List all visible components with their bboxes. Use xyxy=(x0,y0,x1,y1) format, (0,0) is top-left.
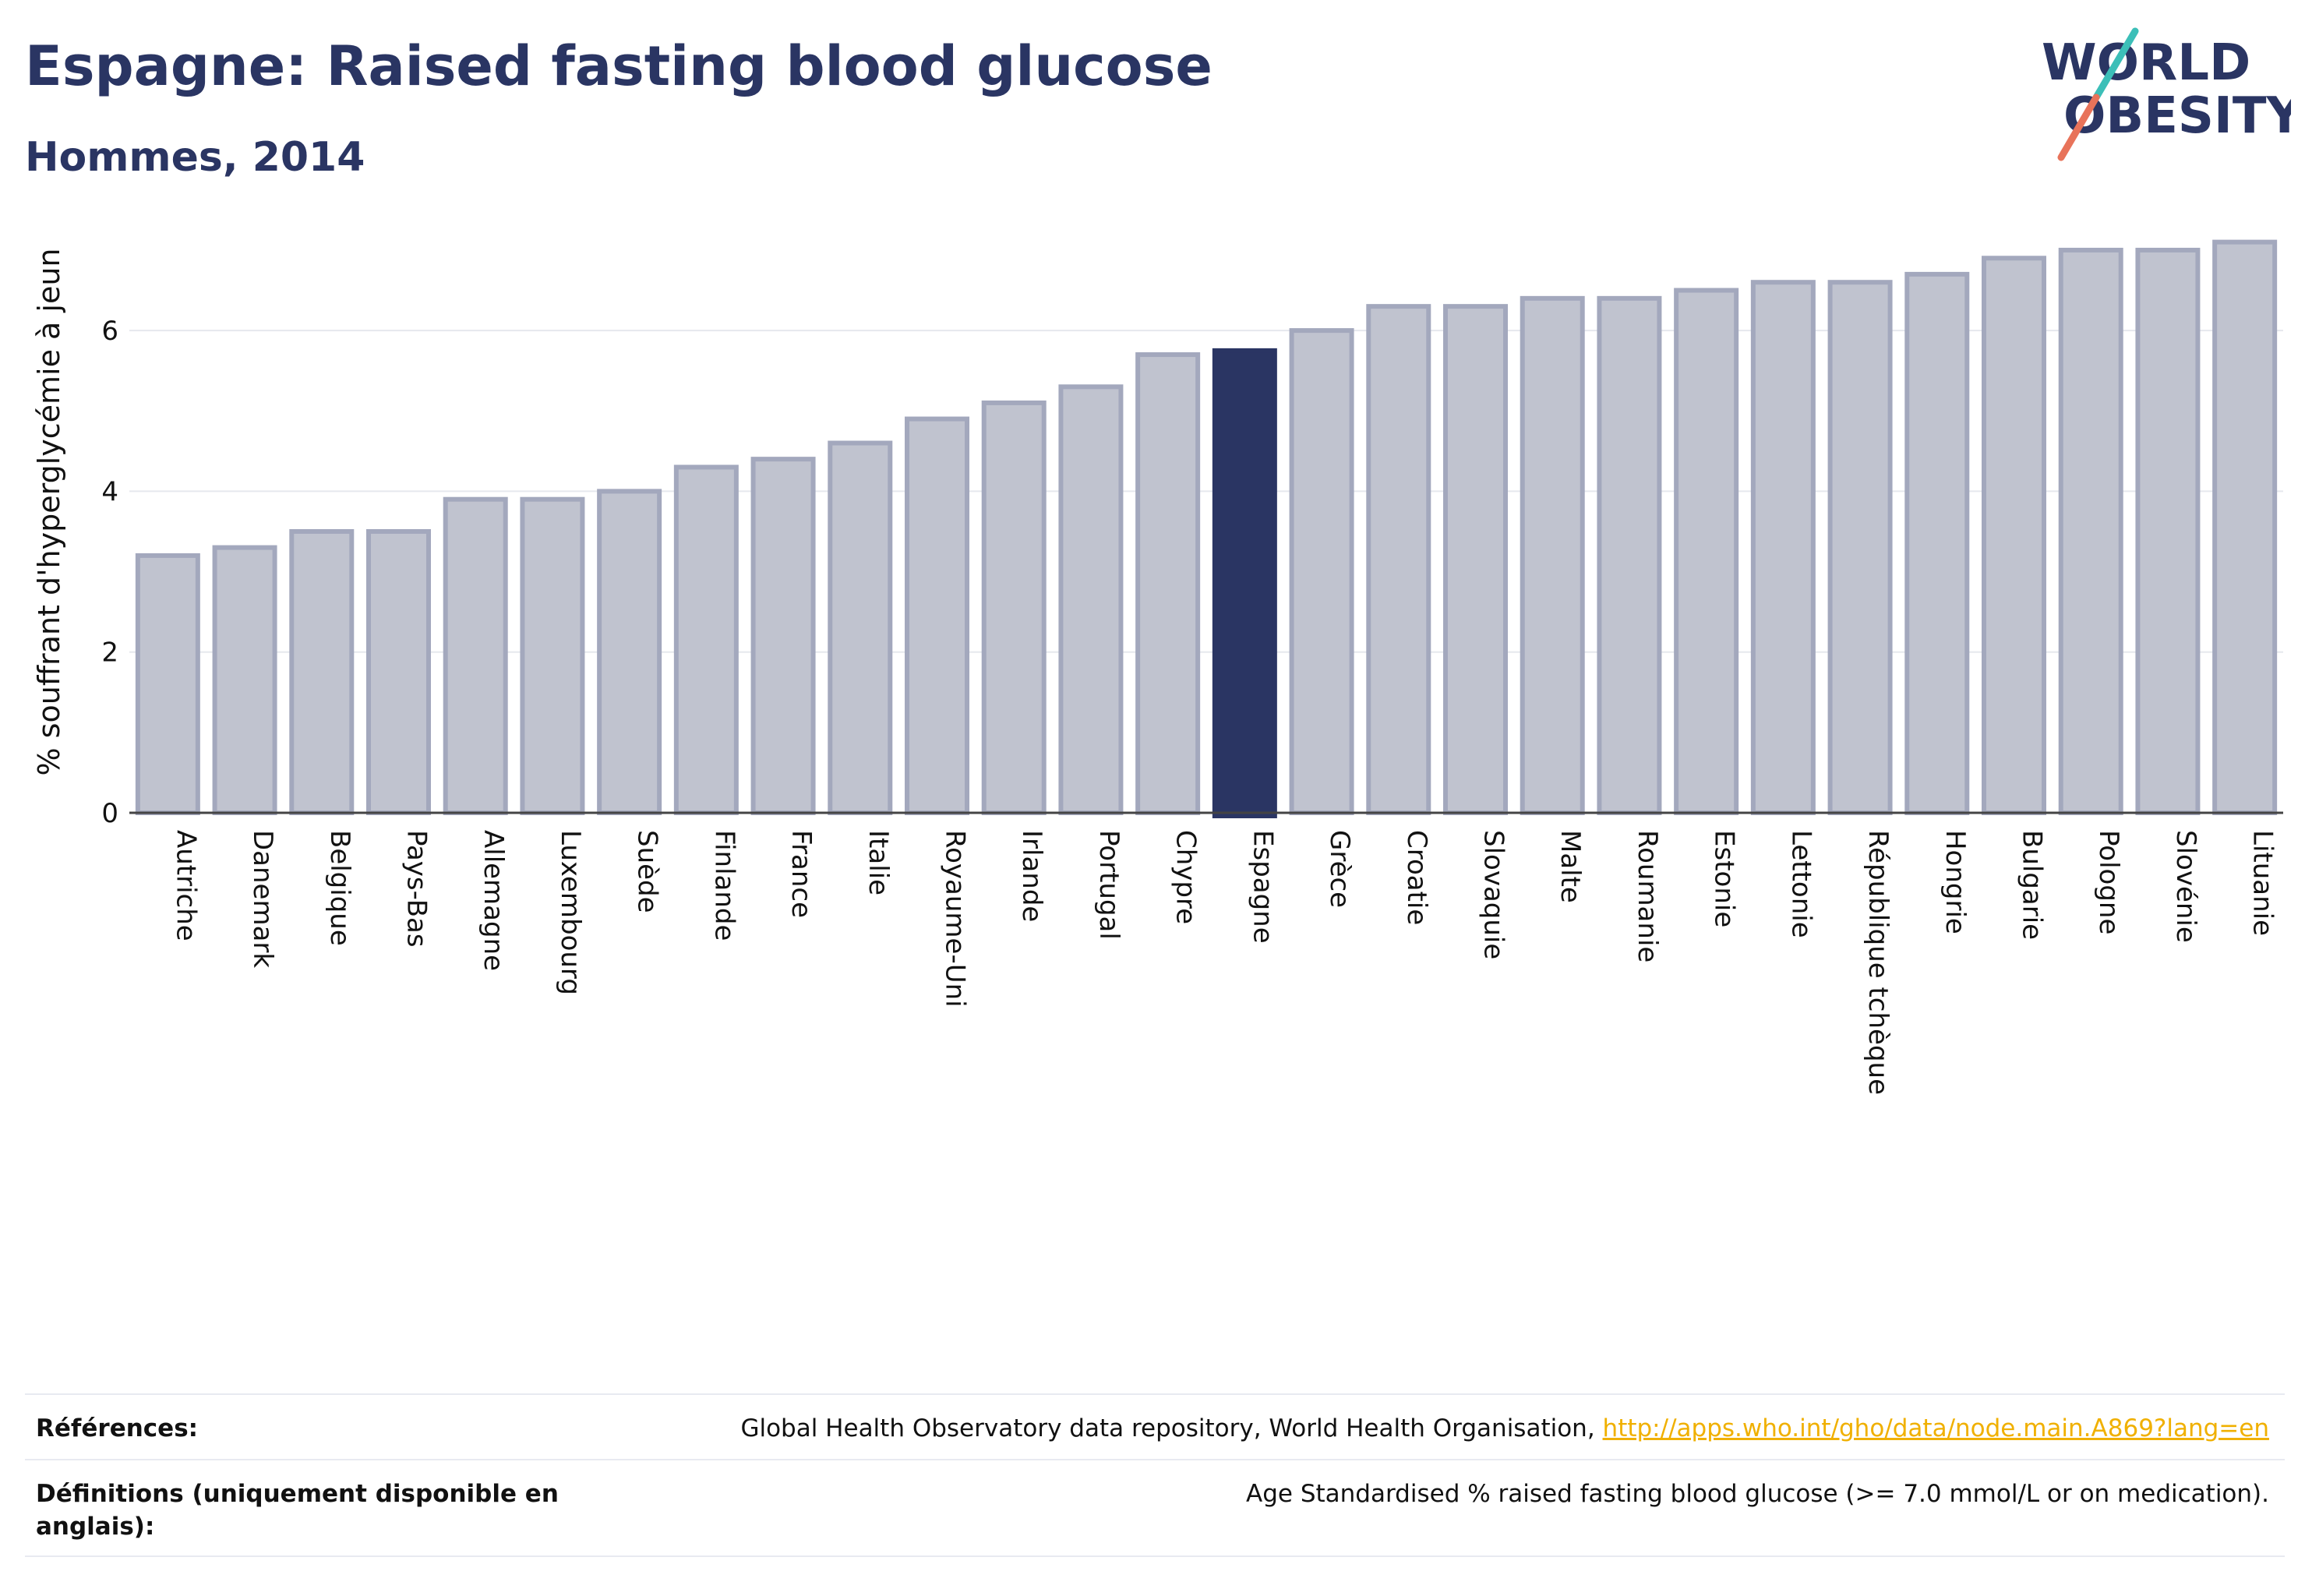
bar-portugal xyxy=(1058,384,1124,815)
bar-estonie xyxy=(1674,288,1739,815)
x-tick-label: Slovaquie xyxy=(1478,830,1509,959)
bar-belgique xyxy=(289,528,355,815)
x-tick-label: Slovénie xyxy=(2170,830,2201,943)
y-tick-label: 0 xyxy=(101,798,118,829)
bar-suède xyxy=(597,489,662,816)
x-tick-label: France xyxy=(785,830,817,918)
y-axis-label: % souffrant d'hyperglycémie à jeun xyxy=(32,248,66,775)
footer-divider-bottom xyxy=(25,1555,2285,1557)
x-tick-label: Italie xyxy=(863,830,894,895)
x-tick-label: Suède xyxy=(632,830,663,913)
x-tick-label: Malte xyxy=(1555,830,1586,903)
chart-title: Espagne: Raised fasting blood glucose xyxy=(25,34,1213,98)
x-tick-label: Luxembourg xyxy=(555,830,586,995)
logo-line2: OBESITY xyxy=(2063,87,2291,145)
bar-royaume-uni xyxy=(905,416,969,815)
x-tick-label: Royaume-Uni xyxy=(940,830,971,1008)
bar-danemark xyxy=(212,545,277,815)
bar-luxembourg xyxy=(520,496,585,815)
x-tick-label: Bulgarie xyxy=(2017,830,2048,940)
references-link[interactable]: http://apps.who.int/gho/data/node.main.A… xyxy=(1602,1414,2269,1442)
x-tick-label: Roumanie xyxy=(1632,830,1663,962)
y-tick-label: 4 xyxy=(101,476,118,507)
x-tick-label: Lituanie xyxy=(2247,830,2279,936)
x-tick-label: Pologne xyxy=(2093,830,2124,934)
x-tick-label: Allemagne xyxy=(478,830,509,971)
bar-croatie xyxy=(1366,304,1431,815)
bar-slovénie xyxy=(2135,247,2201,815)
x-tick-label: Pays-Bas xyxy=(401,830,432,948)
bar-allemagne xyxy=(443,496,508,815)
x-tick-label: Lettonie xyxy=(1785,830,1816,938)
x-tick-label: Danemark xyxy=(247,830,278,968)
x-tick-label: Chypre xyxy=(1170,830,1202,924)
bar-chart: 0 2 4 6 Autriche Danemark Belgique Pays-Bas All… xyxy=(32,239,2283,1095)
x-tick-label: Espagne xyxy=(1247,830,1278,944)
definitions-value: Age Standardised % raised fasting blood … xyxy=(1246,1480,2269,1508)
bar-slovaquie xyxy=(1443,304,1508,815)
x-tick-labels: Autriche Danemark Belgique Pays-Bas Allemagn… xyxy=(170,830,2278,1095)
x-tick-label: Grèce xyxy=(1324,830,1355,908)
bar-lettonie xyxy=(1750,280,1816,815)
world-obesity-logo: WORLD OBESITY xyxy=(2042,27,2291,161)
footer-divider-top xyxy=(25,1393,2285,1395)
x-tick-label: Finlande xyxy=(708,830,740,941)
x-tick-label: Estonie xyxy=(1709,830,1740,927)
references-label: Références: xyxy=(36,1414,199,1442)
bar-pays-bas xyxy=(366,528,431,815)
bar-espagne xyxy=(1212,348,1277,819)
x-tick-label: Croatie xyxy=(1401,830,1432,925)
logo-slash-top-icon xyxy=(2092,27,2139,101)
x-tick-label: Irlande xyxy=(1016,830,1047,922)
y-tick-label: 2 xyxy=(101,637,118,669)
bar-grèce xyxy=(1289,328,1354,815)
x-tick-label: Hongrie xyxy=(1940,830,1971,934)
bar-chypre xyxy=(1135,352,1201,816)
bar-roumanie xyxy=(1597,295,1662,815)
bar-république-tchèque xyxy=(1827,280,1893,815)
x-tick-label: Autriche xyxy=(170,830,201,941)
x-tick-label: Belgique xyxy=(324,830,355,946)
bar-finlande xyxy=(673,464,739,815)
footer-divider-middle xyxy=(25,1459,2285,1460)
bar-bulgarie xyxy=(1982,256,2046,816)
bar-irlande xyxy=(981,400,1047,815)
definitions-label: Définitions (uniquement disponible en an… xyxy=(36,1480,559,1541)
bar-pologne xyxy=(2058,247,2123,815)
y-tick-label: 6 xyxy=(101,316,118,347)
bar-malte xyxy=(1520,295,1585,815)
x-tick-label: Portugal xyxy=(1093,830,1124,940)
bar-france xyxy=(750,457,816,815)
bar-italie xyxy=(828,440,893,815)
x-tick-label: République tchèque xyxy=(1862,830,1894,1095)
bar-lituanie xyxy=(2212,239,2278,815)
references-text: Global Health Observatory data repositor… xyxy=(740,1414,1603,1442)
bar-autriche xyxy=(135,553,200,815)
references-value: Global Health Observatory data repositor… xyxy=(740,1412,2269,1445)
bars xyxy=(135,239,2278,819)
y-tick-labels: 0 2 4 6 xyxy=(101,316,118,829)
logo-slash-bottom-icon xyxy=(2057,94,2100,161)
bar-hongrie xyxy=(1904,271,1970,816)
chart-subtitle: Hommes, 2014 xyxy=(25,134,365,181)
logo-line1: WORLD xyxy=(2042,34,2250,92)
